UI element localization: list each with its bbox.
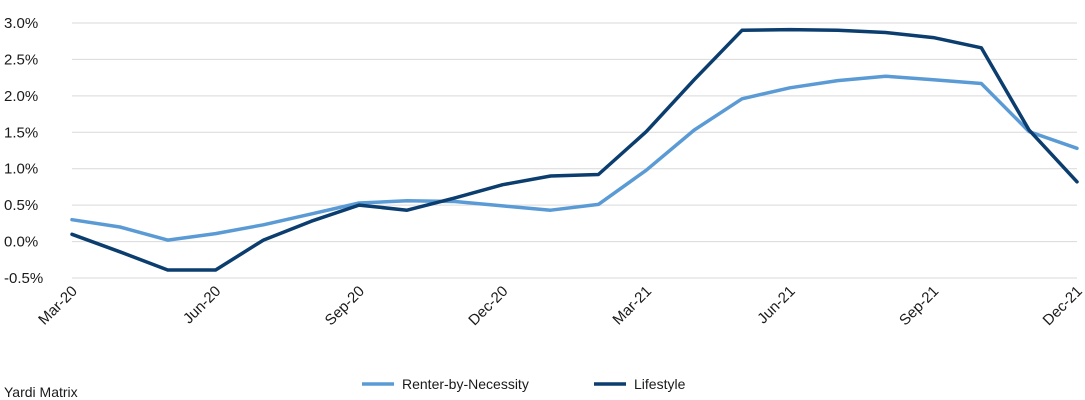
series-line-renter-by-necessity — [70, 74, 1079, 242]
gridlines — [72, 22, 1077, 279]
y-axis: 3.0% 2.5% 2.0% 1.5% 1.0% 0.5% 0.0% -0.5% — [4, 15, 43, 287]
y-tick-label: 0.0% — [4, 234, 38, 251]
x-tick-label: Mar-20 — [35, 283, 81, 329]
y-tick-label: 1.0% — [4, 161, 38, 178]
legend-label: Renter-by-Necessity — [402, 376, 529, 392]
legend-label: Lifestyle — [634, 376, 686, 392]
x-tick-label: Sep-21 — [896, 283, 942, 329]
x-tick-label: Dec-21 — [1040, 283, 1085, 329]
y-tick-label: 0.5% — [4, 197, 38, 214]
y-tick-label: 2.0% — [4, 88, 38, 105]
x-tick-label: Dec-20 — [465, 283, 511, 329]
source-note: Yardi Matrix — [4, 384, 78, 400]
x-axis: Mar-20 Jun-20 Sep-20 Dec-20 Mar-21 Jun-21 Sep-… — [35, 283, 1085, 329]
x-tick-label: Jun-21 — [754, 283, 798, 327]
y-tick-label: -0.5% — [4, 270, 43, 287]
x-tick-label: Sep-20 — [322, 283, 368, 329]
x-tick-label: Mar-21 — [609, 283, 655, 329]
y-tick-label: 2.5% — [4, 51, 38, 68]
series-line-lifestyle — [70, 27, 1079, 272]
x-tick-label: Jun-20 — [180, 283, 224, 327]
y-tick-label: 3.0% — [4, 15, 38, 32]
y-tick-label: 1.5% — [4, 124, 38, 141]
series-lines — [70, 27, 1079, 272]
legend: Renter-by-Necessity Lifestyle — [362, 376, 686, 392]
